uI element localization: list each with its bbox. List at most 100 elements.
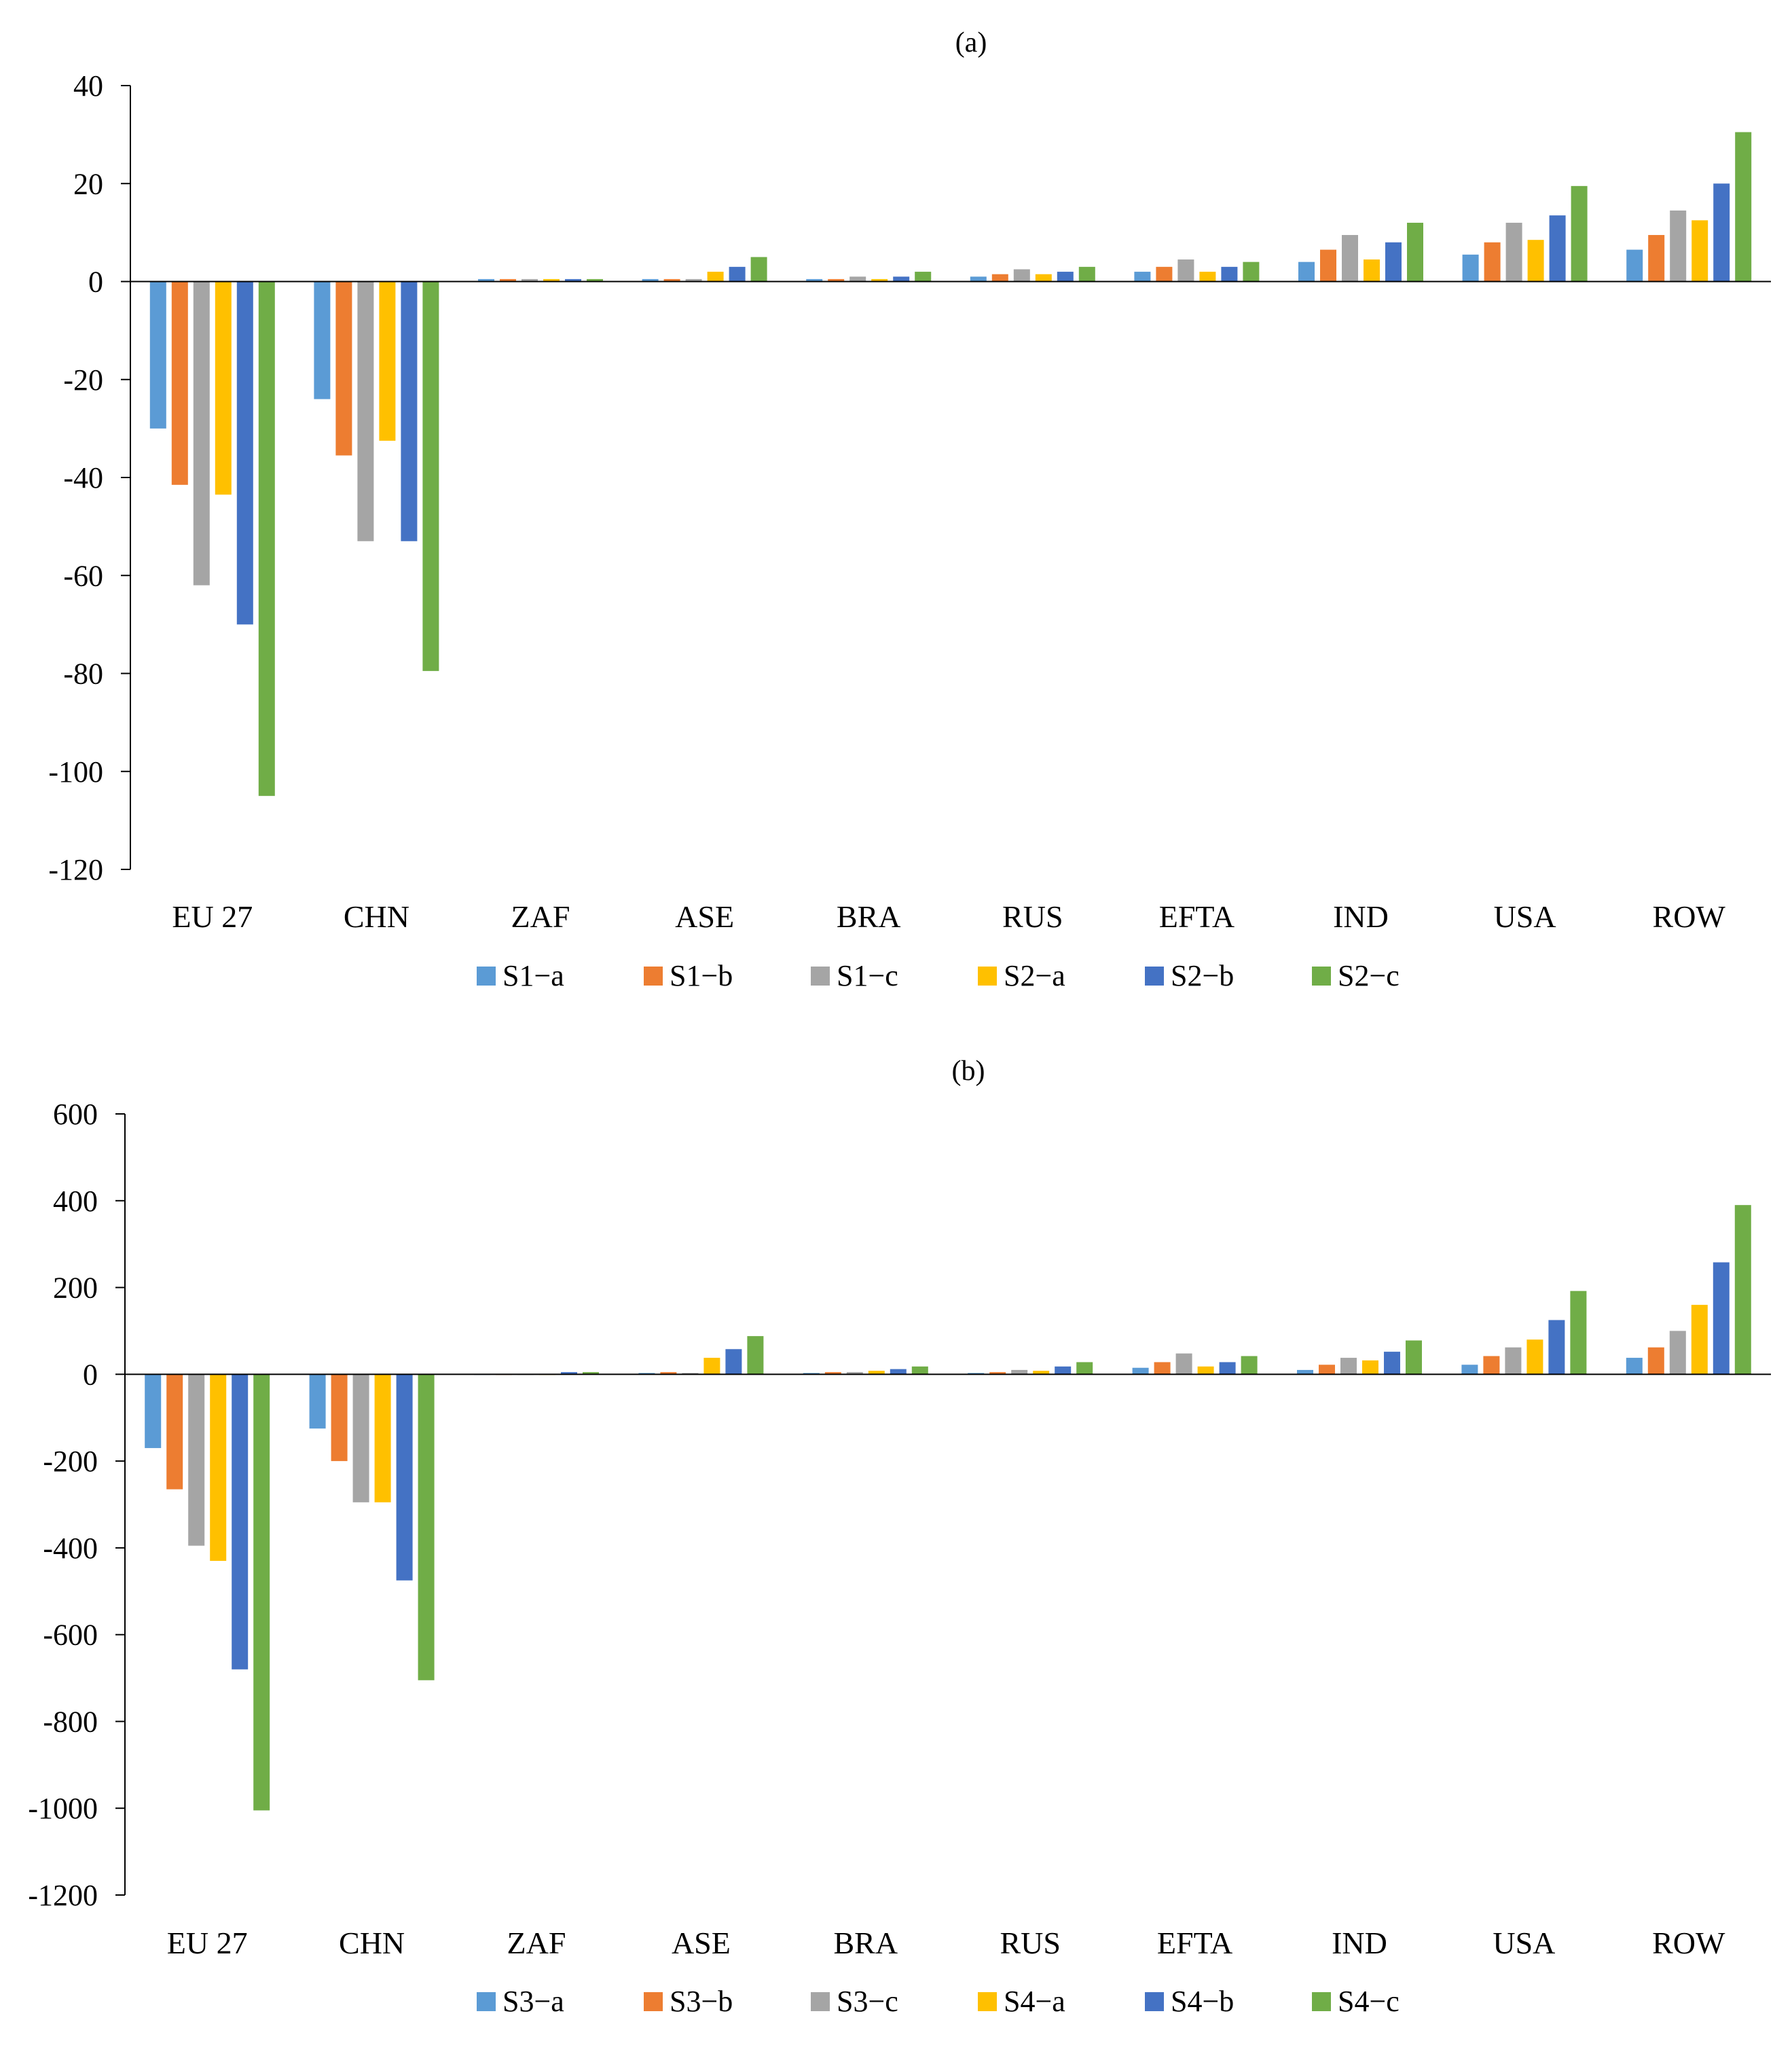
chart-b-bar bbox=[1154, 1362, 1171, 1375]
chart-b-y-tick-label: -200 bbox=[43, 1445, 98, 1478]
chart-a-legend-label: S2−b bbox=[1171, 959, 1234, 992]
chart-a-x-tick-label: IND bbox=[1333, 899, 1389, 934]
chart-a-bar bbox=[1364, 259, 1380, 282]
chart-b-x-tick-label: IND bbox=[1332, 1926, 1387, 1960]
chart-a-bar bbox=[1035, 274, 1052, 282]
chart-a-bar bbox=[1713, 183, 1730, 282]
chart-b-bar bbox=[824, 1372, 841, 1375]
chart-a-bar bbox=[401, 281, 418, 541]
chart-a-bar bbox=[1057, 272, 1074, 282]
chart-b-legend-label: S3−b bbox=[670, 1985, 733, 2018]
chart-b-bar bbox=[1669, 1331, 1686, 1375]
chart-b-legend-swatch bbox=[477, 1992, 496, 2011]
chart-b-bar bbox=[1362, 1360, 1378, 1375]
chart-b-legend-swatch bbox=[811, 1992, 830, 2011]
chart-a-legend-label: S1−a bbox=[502, 959, 564, 992]
chart-a-bar bbox=[1320, 249, 1336, 282]
chart-a-bar bbox=[215, 281, 232, 495]
chart-a-legend-label: S2−c bbox=[1338, 959, 1400, 992]
chart-b-bar bbox=[232, 1374, 249, 1670]
chart-a-bar bbox=[1692, 220, 1708, 282]
chart-a-bar bbox=[1549, 215, 1566, 282]
chart-b-bar bbox=[352, 1374, 369, 1502]
chart-a-bar bbox=[565, 278, 581, 282]
chart-a-bar bbox=[685, 278, 702, 282]
chart-b-x-tick-label: BRA bbox=[834, 1926, 898, 1960]
chart-b-x-tick-label: CHN bbox=[339, 1926, 405, 1960]
chart-a-bar bbox=[543, 278, 560, 282]
chart-a-x-tick-label: RUS bbox=[1002, 899, 1063, 934]
chart-a-bar bbox=[422, 281, 439, 671]
chart-b-bar bbox=[1626, 1358, 1643, 1375]
chart-b-bars bbox=[145, 1205, 1751, 1811]
chart-b-legend: S3−a S3−b S3−c S4−a S4−b S4−c bbox=[477, 1985, 1400, 2018]
chart-b-bar bbox=[561, 1372, 577, 1375]
chart-b-bar bbox=[1406, 1340, 1422, 1375]
chart-b-bar bbox=[911, 1366, 928, 1375]
chart-a-bar bbox=[1735, 132, 1752, 282]
chart-a-x-tick-labels: EU 27 CHN ZAF ASE BRA RUS EFTA IND USA ROW bbox=[172, 899, 1725, 934]
chart-b-bar bbox=[846, 1372, 863, 1375]
chart-b-title: (b) bbox=[952, 1056, 985, 1087]
chart-a-bar bbox=[1221, 266, 1238, 282]
chart-b-bar bbox=[1319, 1365, 1335, 1375]
chart-b-y-tick-label: -1200 bbox=[28, 1879, 98, 1912]
chart-a-bar bbox=[1407, 222, 1423, 282]
chart-b-bar bbox=[1734, 1205, 1751, 1375]
chart-b-x-tick-label: USA bbox=[1493, 1926, 1555, 1960]
chart-a-bar bbox=[871, 278, 888, 282]
chart-a-y-tick-label: -80 bbox=[63, 657, 103, 691]
chart-a-bar bbox=[1571, 185, 1588, 282]
chart-a-y-tick-label: 20 bbox=[73, 167, 103, 200]
chart-b-bar bbox=[374, 1374, 391, 1502]
chart-a-y-tick-label: 0 bbox=[88, 266, 103, 299]
chart-a-y-tick-label: 40 bbox=[73, 69, 103, 103]
chart-a-x-tick-label: EFTA bbox=[1159, 899, 1235, 934]
chart-b-bar bbox=[1241, 1356, 1258, 1375]
chart-b-bar bbox=[1526, 1339, 1543, 1375]
chart-a-x-tick-label: EU 27 bbox=[172, 899, 253, 934]
chart-b-bar bbox=[1219, 1362, 1236, 1375]
chart-a-bar bbox=[1527, 240, 1544, 282]
chart-a-x-tick-label: BRA bbox=[837, 899, 901, 934]
chart-a-bar bbox=[1670, 210, 1687, 282]
chart-a-legend-label: S1−c bbox=[837, 959, 898, 992]
chart-a-bar bbox=[1243, 261, 1260, 282]
chart-a-bar bbox=[149, 281, 166, 429]
chart-b-bar bbox=[1033, 1371, 1050, 1375]
chart-a-legend-swatch bbox=[811, 967, 830, 986]
chart-a-bar bbox=[828, 278, 845, 282]
chart-b-bar bbox=[145, 1374, 162, 1448]
chart-b-bar bbox=[1297, 1369, 1313, 1375]
chart-a-bar bbox=[379, 281, 396, 441]
chart-b-legend-swatch bbox=[1312, 1992, 1331, 2011]
chart-b-bar bbox=[747, 1336, 764, 1375]
chart-a-y-tick-label: -120 bbox=[48, 853, 103, 886]
chart-a-bar bbox=[357, 281, 374, 541]
chart-a-x-tick-label: ZAF bbox=[511, 899, 570, 934]
chart-a-x-tick-label: USA bbox=[1494, 899, 1556, 934]
chart-b: (b) 600 400 200 0 -200 -400 -600 -800 -1000 -1200… bbox=[28, 1056, 1771, 2018]
chart-a-bar bbox=[1462, 254, 1479, 282]
chart-b-legend-label: S3−a bbox=[502, 1985, 564, 2018]
chart-b-bar bbox=[396, 1374, 413, 1581]
chart-a-bar bbox=[1134, 272, 1151, 282]
chart-b-bar bbox=[868, 1371, 885, 1375]
chart-b-bar bbox=[1483, 1356, 1500, 1375]
chart-a-bar bbox=[478, 278, 494, 282]
chart-b-bar bbox=[1548, 1320, 1565, 1375]
chart-b-bar bbox=[1055, 1366, 1072, 1375]
chart-a-bar bbox=[1626, 249, 1643, 282]
chart-b-y-tick-label: 400 bbox=[53, 1185, 98, 1218]
chart-a-title: (a) bbox=[955, 27, 987, 58]
chart-a-legend: S1−a S1−b S1−c S2−a S2−b S2−c bbox=[477, 959, 1400, 992]
chart-a-bar bbox=[1298, 261, 1315, 282]
chart-b-x-tick-label: EU 27 bbox=[167, 1926, 248, 1960]
chart-b-y-tick-label: 0 bbox=[83, 1358, 98, 1391]
chart-b-legend-swatch bbox=[644, 1992, 663, 2011]
chart-b-x-tick-label: EFTA bbox=[1157, 1926, 1232, 1960]
chart-b-x-tick-label: ASE bbox=[672, 1926, 731, 1960]
chart-a-bar bbox=[970, 276, 987, 282]
chart-a-y-tick-label: -20 bbox=[63, 363, 103, 397]
chart-a: (a) 40 20 0 -20 -40 -60 -80 -100 -120 EU 27 CHN ZA… bbox=[48, 27, 1771, 992]
